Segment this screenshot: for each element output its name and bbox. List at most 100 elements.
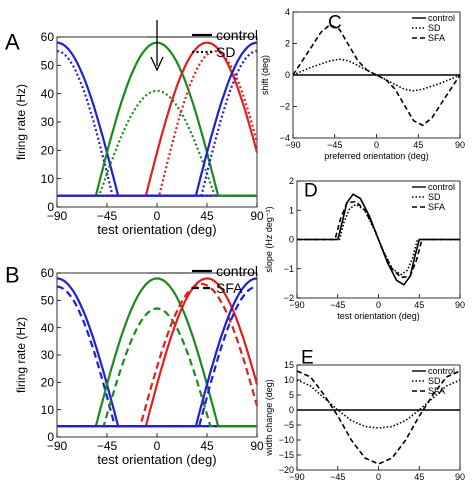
panel-e-y-tick-label: −15 [279,450,294,460]
panel-c-x-axis-label: preferred orientation (deg) [324,151,429,161]
panel-d-letter: D [304,181,318,202]
panel-a-y-tick-label: 10 [41,172,55,186]
panel-e-x-tick-label: 0 [376,472,381,482]
panel-b-x-tick-label: −45 [97,439,118,453]
panel-a-letter: A [5,30,20,55]
panel-a-y-axis-label: firing rate (Hz) [14,84,28,160]
panel-c-series-sfa [292,23,461,127]
panel-b-y-axis-label: firing rate (Hz) [14,317,28,393]
panel-a-x-tick-label: −45 [97,209,118,223]
panel-b-legend-label-control: control [216,263,258,279]
panel-b-x-tick-label: 0 [154,439,161,453]
panel-a-y-tick-label: 20 [41,144,55,158]
panel-c-y-tick-label: 4 [285,7,290,17]
panel-a-curve-green-dotted [57,89,257,197]
panel-d-x-tick-label: −90 [289,300,304,310]
panel-e-legend-label-sfa: SFA [428,386,445,396]
panel-a-curve-blue-dotted [57,50,257,197]
panel-c-x-tick-label: 45 [413,140,423,150]
panel-e-y-axis-label: width change (deg) [264,379,274,457]
panel-d-x-axis-label: test orientation (deg) [337,311,420,321]
panel-a-x-axis-label: test orientation (deg) [97,222,216,237]
panel-e-letter: E [301,348,314,369]
panel-b-y-tick-label: 0 [47,430,54,444]
panel-d-y-tick-label: −1 [284,264,294,274]
panel-b-y-tick-label: 30 [41,348,55,362]
panel-d-x-tick-label: 0 [376,300,381,310]
panel-d-y-tick-label: 1 [289,205,294,215]
panel-b-curve-blue-solid [57,277,257,428]
panel-b-y-tick-label: 20 [41,376,55,390]
panel-c-y-tick-label: 0 [285,70,290,80]
panel-a-y-tick-label: 0 [47,200,54,214]
panel-c-x-tick-label: −45 [327,140,342,150]
panel-c-x-tick-label: 90 [455,140,465,150]
panel-c-series-sd [292,58,461,92]
panel-e-y-tick-label: −5 [284,420,294,430]
panel-e-x-tick-label: 90 [455,472,465,482]
panel-a-y-tick-label: 40 [41,87,55,101]
panel-a-arrow-head [150,56,164,72]
panel-e-legend-label-sd: SD [428,376,441,386]
panel-b-y-tick-label: 40 [41,321,55,335]
panel-d-y-tick-label: −2 [284,293,294,303]
panel-a-x-tick-label: 90 [250,209,264,223]
panel-c-y-tick-label: −4 [280,133,290,143]
panel-b-letter: B [5,263,20,288]
panel-c-x-tick-label: −90 [285,140,300,150]
panel-e-y-tick-label: 15 [284,360,294,370]
panel-b-curve-blue-dashed [57,285,257,428]
panel-b-y-tick-label: 60 [41,266,55,280]
panel-c-legend-label-sfa: SFA [428,33,445,43]
panel-d-y-axis-label: slope (Hz deg⁻¹) [264,206,274,272]
panel-e-legend-label-control: control [428,366,455,376]
panel-b-x-tick-label: 90 [250,439,264,453]
panel-c-legend-label-control: control [428,13,455,23]
panel-b-curve-red-dashed [57,282,259,428]
panel-e-x-tick-label: 45 [414,472,424,482]
panel-c-y-tick-label: 2 [285,39,290,49]
panel-d-series-sd [297,203,460,276]
panel-d-y-tick-label: 2 [289,176,294,186]
panel-b-y-tick-label: 10 [41,403,55,417]
panel-b-curve-blue-solid [57,277,257,428]
panel-d-legend-label-sfa: SFA [428,202,445,212]
panel-b-legend-label-sfa: SFA [216,280,243,296]
panel-a-curve-blue-dotted [57,50,257,197]
panel-e-y-tick-label: 5 [289,390,294,400]
panel-d-x-tick-label: 90 [455,300,465,310]
panel-c-legend-label-sd: SD [428,23,441,33]
panel-a-curve-red-dotted [57,50,259,197]
panel-d-x-tick-label: −45 [330,300,345,310]
panel-e-x-tick-label: −45 [330,472,345,482]
panel-b-curve-green-solid [57,277,257,428]
panel-b-curve-red-solid [57,277,259,428]
panel-b-x-tick-label: 45 [200,439,214,453]
panel-d-series-sfa [297,200,460,279]
panel-e-y-tick-label: −10 [279,435,294,445]
panel-c-y-axis-label: shift (deg) [260,55,270,95]
panel-d-x-tick-label: 45 [414,300,424,310]
panel-c-x-tick-label: 0 [374,140,379,150]
panel-a-y-tick-label: 30 [41,115,55,129]
panel-d-legend-label-control: control [428,182,455,192]
panel-a-y-tick-label: 60 [41,30,55,44]
panel-a-legend-label-sd: SD [216,44,235,60]
panel-a-y-tick-label: 50 [41,59,55,73]
panel-a-x-tick-label: −90 [47,209,68,223]
panel-a-x-tick-label: 45 [200,209,214,223]
panel-a-legend-label-control: control [216,27,258,43]
panel-d-legend-label-sd: SD [428,192,441,202]
panel-b-x-tick-label: −90 [47,439,68,453]
panel-c-y-tick-label: −2 [280,102,290,112]
panel-e-series-sfa [296,370,461,465]
panel-a-x-tick-label: 0 [154,209,161,223]
panel-d-y-tick-label: 0 [289,235,294,245]
panel-b-y-tick-label: 50 [41,294,55,308]
panel-e-y-tick-label: 0 [289,405,294,415]
panel-e-x-tick-label: −90 [289,472,304,482]
panel-e-y-tick-label: −20 [279,465,294,475]
panel-e-y-tick-label: 10 [284,375,294,385]
panel-b-x-axis-label: test orientation (deg) [97,452,216,467]
